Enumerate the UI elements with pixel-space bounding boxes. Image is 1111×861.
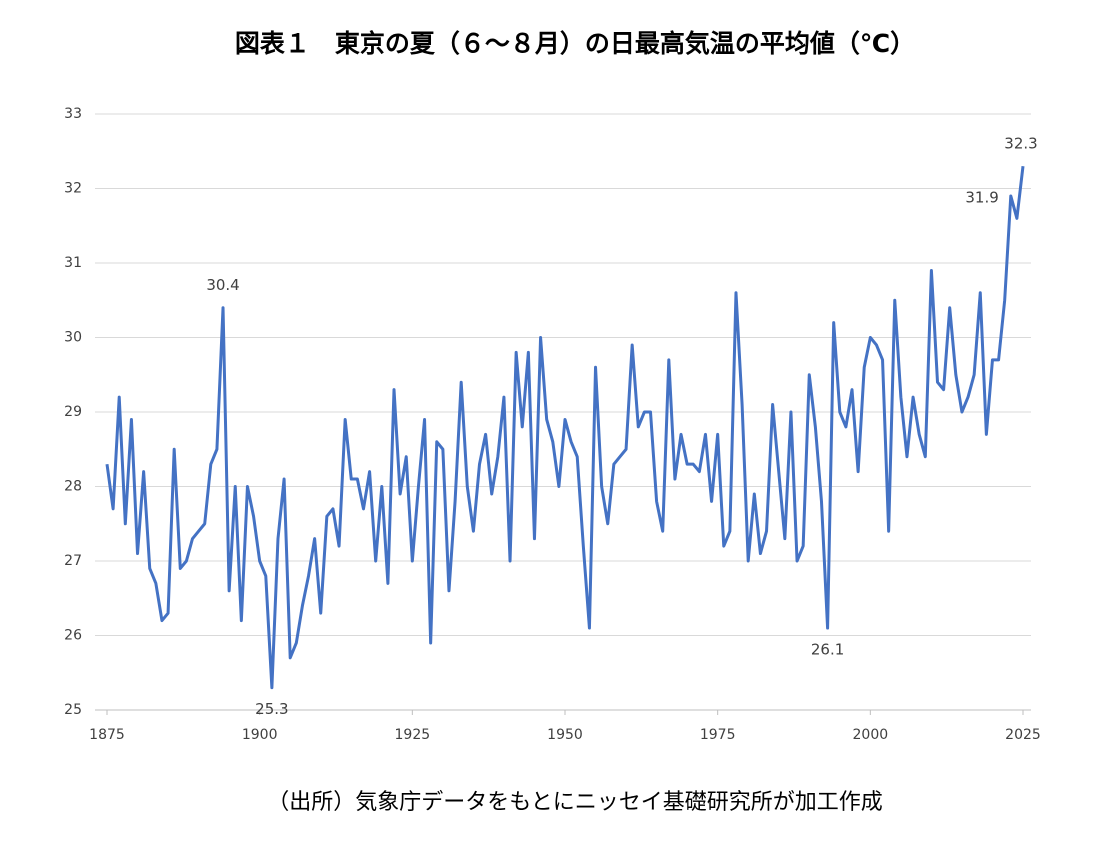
y-tick-label: 26 xyxy=(64,628,82,644)
x-tick-label: 2000 xyxy=(853,727,889,743)
y-tick-label: 27 xyxy=(64,553,82,569)
y-tick-label: 30 xyxy=(64,330,82,346)
y-tick-label: 28 xyxy=(64,479,82,495)
line-series xyxy=(105,165,1025,690)
x-tick-label: 1925 xyxy=(395,727,431,743)
x-tick-label: 2025 xyxy=(1005,727,1041,743)
x-tick-label: 1950 xyxy=(547,727,583,743)
y-tick-label: 33 xyxy=(64,106,82,122)
annotation: 30.4 xyxy=(206,276,239,294)
source-note: （出所）気象庁データをもとにニッセイ基礎研究所が加工作成 xyxy=(267,790,883,815)
y-tick-label: 32 xyxy=(64,181,82,197)
chart-title: 図表１ 東京の夏（６～８月）の日最高気温の平均値（℃） xyxy=(235,29,915,58)
x-tick-label: 1875 xyxy=(89,727,125,743)
y-tick-label: 25 xyxy=(64,702,82,718)
y-tick-label: 31 xyxy=(64,255,82,271)
annotation: 26.1 xyxy=(811,641,844,659)
annotation: 32.3 xyxy=(1004,135,1037,153)
x-tick-label: 1900 xyxy=(242,727,278,743)
annotation: 31.9 xyxy=(965,188,998,206)
x-tick-label: 1975 xyxy=(700,727,736,743)
annotation: 25.3 xyxy=(255,700,288,718)
y-tick-label: 29 xyxy=(64,404,82,420)
